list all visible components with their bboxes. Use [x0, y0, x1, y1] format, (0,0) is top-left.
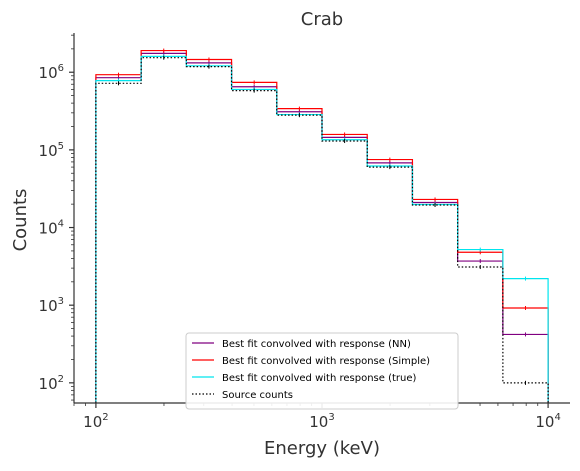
legend-label-3: Source counts	[222, 390, 293, 401]
legend-label-1: Best fit convolved with response (Simple…	[222, 356, 430, 367]
y-tick-label-4: 106	[39, 63, 64, 82]
x-tick-exponent-1: 3	[328, 412, 334, 423]
y-tick-label-2: 104	[39, 219, 64, 238]
legend-box	[185, 332, 459, 410]
y-tick-exponent-3: 5	[58, 141, 64, 152]
plot-series-group	[95, 48, 549, 403]
x-axis-label: Energy (keV)	[264, 438, 380, 459]
y-tick-label-1: 103	[39, 296, 64, 315]
y-axis-label: Counts	[10, 189, 31, 252]
x-tick-label-0: 102	[83, 412, 108, 431]
y-tick-exponent-2: 4	[58, 219, 64, 230]
legend: Best fit convolved with response (NN) Bes…	[185, 332, 459, 410]
x-tick-label-1: 103	[309, 412, 334, 431]
legend-label-2: Best fit convolved with response (true)	[222, 373, 417, 384]
chart-title: Crab	[301, 9, 343, 30]
y-tick-exponent-4: 6	[58, 63, 64, 74]
y-tick-exponent-0: 2	[58, 374, 64, 385]
legend-label-0: Best fit convolved with response (NN)	[222, 339, 411, 350]
x-tick-exponent-2: 4	[554, 412, 560, 423]
x-tick-label-2: 104	[535, 412, 560, 431]
x-tick-exponent-0: 2	[102, 412, 108, 423]
y-tick-label-0: 102	[39, 374, 64, 393]
y-tick-exponent-1: 3	[58, 296, 64, 307]
y-tick-label-3: 105	[39, 141, 64, 160]
